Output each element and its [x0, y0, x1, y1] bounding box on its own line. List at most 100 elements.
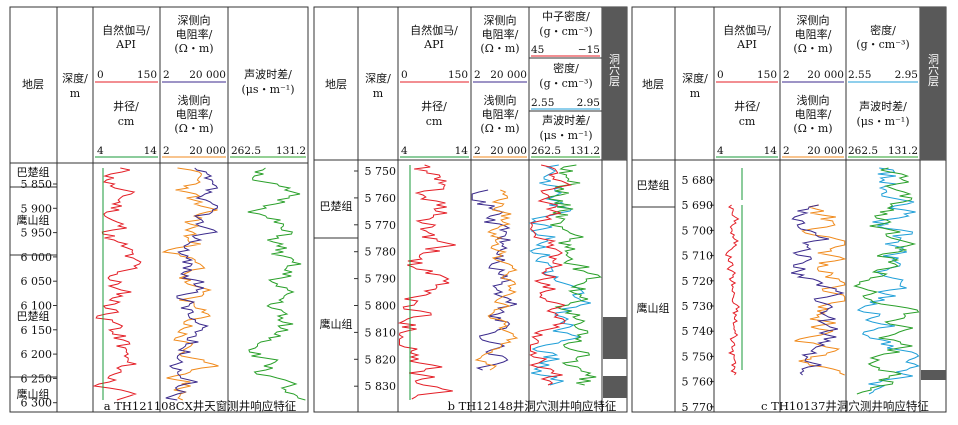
depth-tick-label: 5 830 [365, 380, 397, 393]
rs-header: 浅侧向 [484, 93, 517, 107]
gr-min: 0 [97, 69, 104, 81]
rs-curve [474, 189, 519, 371]
cal-unit: cm [739, 115, 756, 128]
rd-max: 20 000 [490, 69, 527, 81]
rd-curve [790, 204, 845, 376]
cal-unit: cm [426, 115, 443, 128]
rd-max: 20 000 [189, 69, 226, 81]
depth-tick-label: 6 150 [21, 324, 53, 337]
cal-max: 14 [455, 145, 469, 157]
depth-header: 深度/ [62, 71, 88, 85]
depth-header: 深度/ [365, 71, 391, 85]
gr-curve [397, 164, 456, 400]
rs-unit: (Ω・m) [174, 122, 213, 135]
depth-tick-label: 5 850 [21, 178, 53, 191]
formation-label: 巴楚组 [17, 309, 50, 323]
formation-label: 鹰山组 [17, 387, 50, 401]
rd-min: 2 [474, 69, 481, 81]
depth-tick-label: 5 700 [682, 224, 714, 237]
rs-min: 2 [783, 145, 790, 157]
depth-tick-label: 5 790 [365, 273, 397, 286]
rs-header-2: 电阻率/ [795, 107, 832, 121]
ac-header: 声波时差/ [244, 67, 292, 81]
rd-max: 20 000 [807, 69, 844, 81]
rd-min: 2 [163, 69, 170, 81]
rs-max: 20 000 [189, 145, 226, 157]
depth-tick-label: 6 100 [21, 300, 53, 313]
ac-min: 262.5 [531, 145, 561, 157]
den-header: 密度/ [870, 23, 896, 37]
depth-tick-label: 5 680 [682, 174, 714, 187]
ac-min: 262.5 [231, 145, 261, 157]
cnl-unit: (g・cm⁻³) [539, 25, 592, 38]
cal-min: 4 [401, 145, 408, 157]
depth-tick-label: 6 250 [21, 372, 53, 385]
ac-min: 262.5 [848, 145, 878, 157]
depth-tick-label: 5 900 [21, 202, 53, 215]
formation-label: 巴楚组 [320, 199, 353, 213]
rd-header: 深侧向 [178, 13, 211, 27]
cave-bar [603, 376, 627, 398]
gr-max: 150 [137, 69, 157, 81]
depth-tick-label: 5 770 [365, 219, 397, 232]
rd-unit: (Ω・m) [174, 42, 213, 55]
caption-c: c TH10137井洞穴测井响应特征 [761, 399, 929, 413]
gr-header: 自然伽马/ [102, 23, 150, 37]
rd-curve [165, 167, 219, 401]
ac-max: 131.2 [888, 145, 918, 157]
rs-curve [794, 204, 847, 376]
cal-min: 4 [97, 145, 104, 157]
formation-header: 地层 [22, 78, 44, 91]
ac-curve [547, 164, 602, 386]
depth-tick-label: 6 300 [21, 397, 53, 410]
rs-header: 浅侧向 [797, 93, 830, 107]
depth-tick-label: 5 760 [682, 376, 714, 389]
rd-min: 2 [783, 69, 790, 81]
ac-unit: (μs・m⁻¹) [539, 129, 592, 142]
den-min: 2.55 [531, 97, 554, 109]
gr-max: 150 [757, 69, 777, 81]
depth-tick-label: 5 750 [682, 350, 714, 363]
rd-unit: (Ω・m) [480, 42, 519, 55]
gr-curve [92, 167, 142, 401]
gr-min: 0 [717, 69, 724, 81]
rs-max: 20 000 [490, 145, 527, 157]
depth-header: 深度/ [682, 71, 708, 85]
ac-unit: (μs・m⁻¹) [241, 83, 294, 96]
rs-max: 20 000 [807, 145, 844, 157]
gr-unit: API [423, 38, 444, 51]
cave-bar [921, 370, 946, 380]
den-max: 2.95 [895, 69, 918, 81]
cal-max: 14 [764, 145, 778, 157]
rs-unit: (Ω・m) [793, 122, 832, 135]
cal-min: 4 [717, 145, 724, 157]
rd-header-2: 电阻率/ [795, 27, 832, 41]
depth-tick-label: 5 820 [365, 353, 397, 366]
rs-curve [161, 167, 219, 401]
den-curve [856, 167, 920, 395]
depth-tick-label: 5 730 [682, 300, 714, 313]
cave-header: 洞穴层 [608, 53, 621, 87]
depth-tick-label: 5 750 [365, 165, 397, 178]
ac-header: 声波时差/ [859, 99, 907, 113]
den-min: 2.55 [848, 69, 871, 81]
formation-label: 鹰山组 [637, 301, 670, 315]
depth-tick-label: 5 690 [682, 199, 714, 212]
depth-tick-label: 5 720 [682, 275, 714, 288]
rd-header: 深侧向 [797, 13, 830, 27]
rs-unit: (Ω・m) [480, 122, 519, 135]
depth-unit: m [373, 87, 384, 100]
depth-tick-label: 5 800 [365, 300, 397, 313]
depth-tick-label: 5 810 [365, 326, 397, 339]
ac-curve [853, 167, 920, 395]
cnl-curve [529, 164, 572, 386]
cnl-min: 45 [531, 44, 544, 56]
den-unit: (g・cm⁻³) [856, 38, 909, 51]
cal-header: 井径/ [734, 99, 760, 113]
depth-tick-label: 5 780 [365, 246, 397, 259]
rd-header-2: 电阻率/ [176, 27, 213, 41]
depth-tick-label: 5 760 [365, 192, 397, 205]
gr-header: 自然伽马/ [410, 23, 458, 37]
